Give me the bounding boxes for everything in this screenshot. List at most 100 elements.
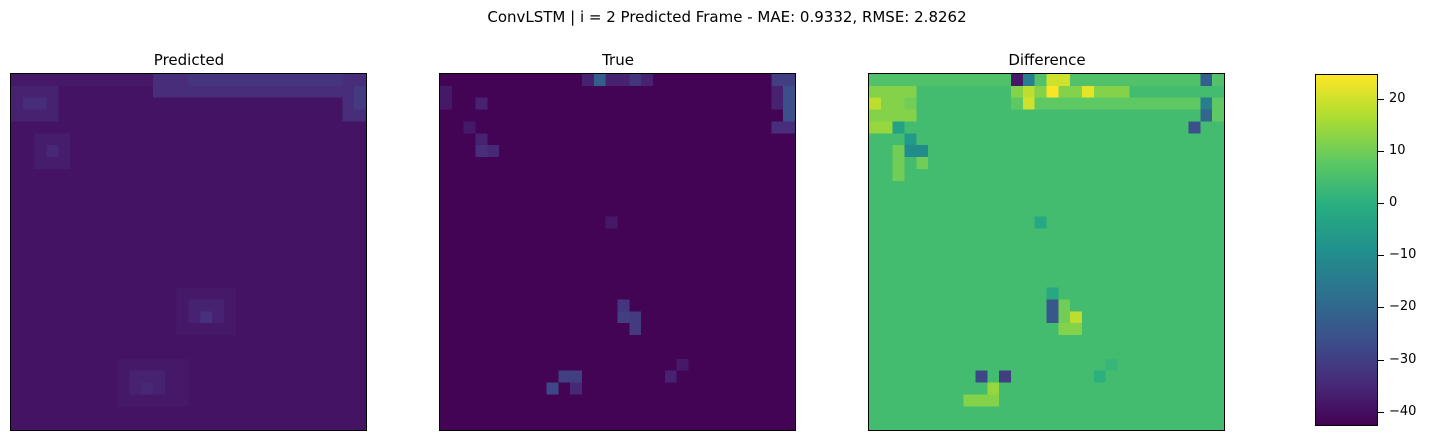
- heatmap-cell: [1011, 97, 1224, 110]
- colorbar-segment: [1316, 352, 1377, 357]
- colorbar-segment: [1316, 132, 1377, 137]
- colorbar-segment: [1316, 194, 1377, 199]
- heatmap-cell: [783, 85, 795, 122]
- colorbar-tick: [1378, 360, 1384, 361]
- colorbar-segment: [1316, 152, 1377, 157]
- heatmap-cell: [1212, 97, 1224, 122]
- colorbar-segment: [1316, 89, 1377, 94]
- colorbar-tick: [1378, 151, 1384, 152]
- colorbar-segment: [1316, 209, 1377, 214]
- colorbar-segment: [1316, 92, 1377, 97]
- heatmap-cell: [1011, 85, 1130, 98]
- colorbar-segment: [1316, 409, 1377, 414]
- colorbar-tick-label: 0: [1389, 195, 1398, 210]
- heatmap-cell: [463, 121, 476, 134]
- colorbar-segment: [1316, 239, 1377, 244]
- heatmap-cell: [1200, 97, 1213, 110]
- colorbar-tick: [1378, 307, 1384, 308]
- heatmap-cell: [771, 121, 795, 134]
- colorbar-segment: [1316, 190, 1377, 194]
- colorbar-segment: [1316, 222, 1377, 227]
- heatmap-cell: [975, 370, 988, 383]
- colorbar-segment: [1316, 94, 1377, 99]
- colorbar-tick-label: 20: [1389, 91, 1406, 106]
- heatmap-cell: [1046, 74, 1071, 86]
- heatmap-cell: [593, 74, 606, 86]
- colorbar-segment: [1316, 107, 1377, 112]
- colorbar-segment: [1316, 295, 1377, 299]
- colorbar-segment: [1316, 299, 1377, 304]
- colorbar-segment: [1316, 207, 1377, 212]
- heatmap-cell: [1105, 358, 1118, 371]
- heatmap-cell: [1011, 74, 1023, 86]
- heatmap-cell: [771, 74, 795, 86]
- heatmap-cell: [1022, 85, 1035, 98]
- colorbar-tick: [1378, 203, 1384, 204]
- colorbar-segment: [1316, 212, 1377, 217]
- colorbar-segment: [1316, 234, 1377, 239]
- colorbar-segment: [1316, 360, 1377, 364]
- heatmap-cell: [354, 85, 366, 110]
- colorbar-segment: [1316, 265, 1377, 269]
- colorbar-tick: [1378, 412, 1384, 413]
- colorbar-segment: [1316, 262, 1377, 267]
- colorbar-segment: [1316, 362, 1377, 367]
- heatmap-cell: [487, 145, 500, 158]
- colorbar-segment: [1316, 119, 1377, 124]
- heatmap-cell: [904, 97, 917, 110]
- colorbar-segment: [1316, 282, 1377, 287]
- colorbar-segment: [1316, 162, 1377, 167]
- colorbar-segment: [1316, 267, 1377, 272]
- colorbar-segment: [1316, 285, 1377, 289]
- colorbar-segment: [1316, 277, 1377, 282]
- panel-title-true: True: [602, 51, 634, 69]
- colorbar-segment: [1316, 382, 1377, 387]
- colorbar-segment: [1316, 272, 1377, 277]
- colorbar-segment: [1316, 367, 1377, 372]
- colorbar-segment: [1316, 254, 1377, 259]
- colorbar-segment: [1316, 330, 1377, 334]
- heatmap-difference: [868, 73, 1225, 431]
- heatmap-cell: [916, 157, 929, 169]
- colorbar-segment: [1316, 407, 1377, 412]
- colorbar-segment: [1316, 395, 1377, 399]
- heatmap-cell: [869, 97, 881, 110]
- colorbar-segment: [1316, 312, 1377, 317]
- heatmap-cell: [546, 382, 559, 395]
- colorbar-segment: [1316, 147, 1377, 152]
- colorbar-segment: [1316, 242, 1377, 247]
- colorbar-segment: [1316, 322, 1377, 327]
- colorbar-segment: [1316, 292, 1377, 297]
- colorbar-tick-label: 10: [1389, 143, 1406, 158]
- colorbar-segment: [1316, 342, 1377, 347]
- colorbar-segment: [1316, 122, 1377, 127]
- colorbar-segment: [1316, 127, 1377, 132]
- colorbar-segment: [1316, 244, 1377, 249]
- colorbar-segment: [1316, 387, 1377, 392]
- colorbar-segment: [1316, 357, 1377, 362]
- colorbar-segment: [1316, 115, 1377, 119]
- colorbar-segment: [1316, 392, 1377, 397]
- colorbar-segment: [1316, 157, 1377, 162]
- heatmap-cell: [629, 74, 642, 86]
- colorbar-segment: [1316, 334, 1377, 339]
- colorbar: [1315, 74, 1378, 426]
- colorbar-segment: [1316, 134, 1377, 139]
- heatmap-cell: [1046, 299, 1059, 324]
- colorbar-segment: [1316, 159, 1377, 164]
- colorbar-segment: [1316, 400, 1377, 404]
- colorbar-segment: [1316, 384, 1377, 389]
- heatmap-cell: [558, 370, 582, 383]
- colorbar-segment: [1316, 124, 1377, 129]
- colorbar-segment: [1316, 199, 1377, 204]
- colorbar-segment: [1316, 224, 1377, 229]
- heatmap-predicted: [10, 73, 367, 431]
- colorbar-segment: [1316, 145, 1377, 149]
- colorbar-tick-label: −10: [1389, 247, 1417, 262]
- colorbar-segment: [1316, 327, 1377, 332]
- panel-title-predicted: Predicted: [153, 51, 225, 69]
- colorbar-segment: [1316, 87, 1377, 92]
- figure-title: ConvLSTM | i = 2 Predicted Frame - MAE: …: [487, 8, 967, 26]
- colorbar-segment: [1316, 370, 1377, 374]
- colorbar-segment: [1316, 169, 1377, 174]
